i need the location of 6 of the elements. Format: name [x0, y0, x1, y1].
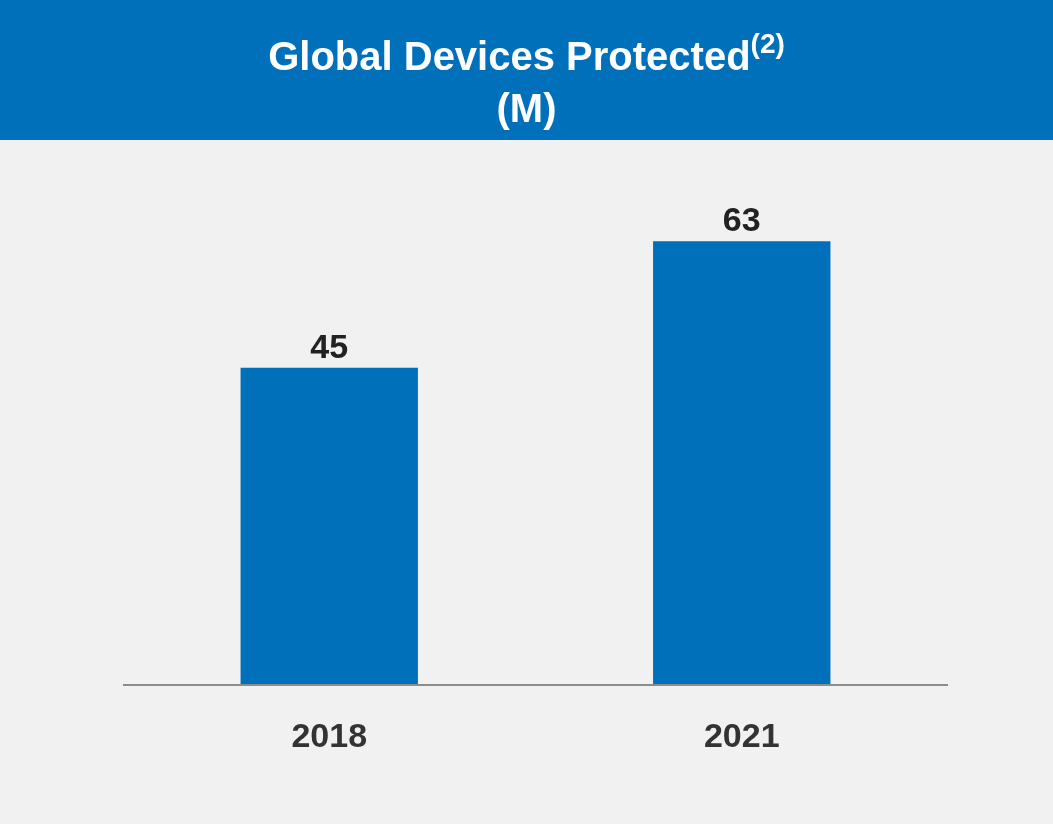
data-label: 45 — [310, 326, 349, 365]
x-tick-label: 2018 — [291, 715, 368, 754]
data-label: 63 — [722, 200, 761, 239]
chart-title: Global Devices Protected$^{(2)}$ — [268, 28, 785, 78]
x-tick-label: 2021 — [703, 715, 780, 754]
chart-subtitle: (M) — [496, 86, 557, 130]
